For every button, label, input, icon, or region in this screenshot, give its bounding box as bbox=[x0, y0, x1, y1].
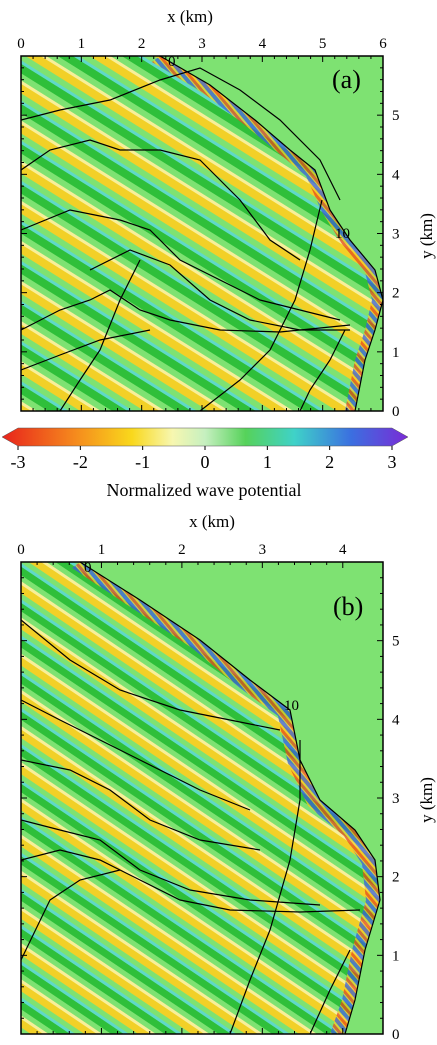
panel-b-y-tick-labels: 0 1 2 3 4 5 bbox=[392, 634, 400, 1043]
panel-a-x-tick-labels: 0 1 2 3 4 5 6 bbox=[17, 36, 387, 52]
panel-b-contours bbox=[21, 562, 381, 1034]
panel-a-ticks bbox=[20, 56, 384, 412]
panel-a-contours bbox=[21, 56, 383, 411]
x-tick-label: 5 bbox=[319, 36, 327, 52]
colorbar-tick-label: -3 bbox=[11, 452, 26, 472]
colorbar-tick-labels: -3 -2 -1 0 1 2 3 bbox=[11, 446, 397, 472]
x-tick-label: 4 bbox=[339, 542, 347, 558]
panel-b-wave-field bbox=[21, 562, 380, 1034]
x-tick-label: 1 bbox=[78, 36, 86, 52]
y-tick-label: 2 bbox=[392, 870, 400, 886]
colorbar-bar bbox=[1, 427, 409, 447]
y-tick-label: 0 bbox=[392, 404, 400, 420]
y-tick-label: 5 bbox=[392, 634, 400, 650]
x-tick-label: 2 bbox=[138, 36, 146, 52]
panel-a-xlabel: x (km) bbox=[167, 7, 213, 26]
panel-b-x-tick-labels: 0 1 2 3 4 bbox=[17, 542, 347, 558]
panel-b-ylabel: y (km) bbox=[417, 777, 436, 823]
panel-a-shoreline-band bbox=[152, 56, 383, 411]
y-tick-label: 5 bbox=[392, 108, 400, 124]
y-tick-label: 4 bbox=[392, 712, 400, 728]
x-tick-label: 2 bbox=[178, 542, 186, 558]
x-tick-label: 6 bbox=[379, 36, 387, 52]
panel-b-contour-label-0: 0 bbox=[84, 560, 92, 576]
y-tick-label: 3 bbox=[392, 791, 400, 807]
colorbar-tick-label: -1 bbox=[135, 452, 150, 472]
colorbar-tick-label: -2 bbox=[73, 452, 88, 472]
y-tick-label: 4 bbox=[392, 167, 400, 183]
panel-a-contour-label-0: 0 bbox=[168, 54, 176, 70]
panel-b-heatmap bbox=[21, 562, 383, 1034]
colorbar-tick-label: 3 bbox=[388, 452, 397, 472]
panel-b-contour-label-10: 10 bbox=[284, 698, 299, 714]
y-tick-label: 3 bbox=[392, 227, 400, 243]
x-tick-label: 3 bbox=[259, 542, 267, 558]
panel-a-y-tick-labels: 0 1 2 3 4 5 bbox=[392, 108, 400, 420]
panel-b-ticks bbox=[20, 562, 383, 1035]
panel-a-contour-label-10: 10 bbox=[335, 226, 350, 242]
colorbar: -3 -2 -1 0 1 2 3 Normalized wave potential bbox=[1, 427, 409, 500]
x-tick-label: 0 bbox=[17, 36, 25, 52]
colorbar-label: Normalized wave potential bbox=[107, 480, 302, 500]
y-tick-label: 2 bbox=[392, 286, 400, 302]
x-tick-label: 0 bbox=[17, 542, 25, 558]
y-tick-label: 1 bbox=[392, 345, 400, 361]
y-tick-label: 1 bbox=[392, 948, 400, 964]
colorbar-tick-label: 2 bbox=[325, 452, 334, 472]
x-tick-label: 1 bbox=[98, 542, 106, 558]
colorbar-tick-label: 0 bbox=[201, 452, 210, 472]
y-tick-label: 0 bbox=[392, 1027, 400, 1043]
panel-a: 0 1 2 3 4 5 6 0 1 2 3 4 5 0 10 x (km) y (km) (a) bbox=[17, 7, 436, 420]
panel-b-label: (b) bbox=[333, 592, 363, 621]
panel-a-ylabel: y (km) bbox=[417, 213, 436, 259]
panel-a-heatmap bbox=[21, 56, 383, 411]
x-tick-label: 3 bbox=[198, 36, 206, 52]
colorbar-tick-label: 1 bbox=[263, 452, 272, 472]
panel-b-xlabel: x (km) bbox=[189, 512, 235, 531]
x-tick-label: 4 bbox=[259, 36, 267, 52]
panel-a-label: (a) bbox=[332, 65, 361, 94]
